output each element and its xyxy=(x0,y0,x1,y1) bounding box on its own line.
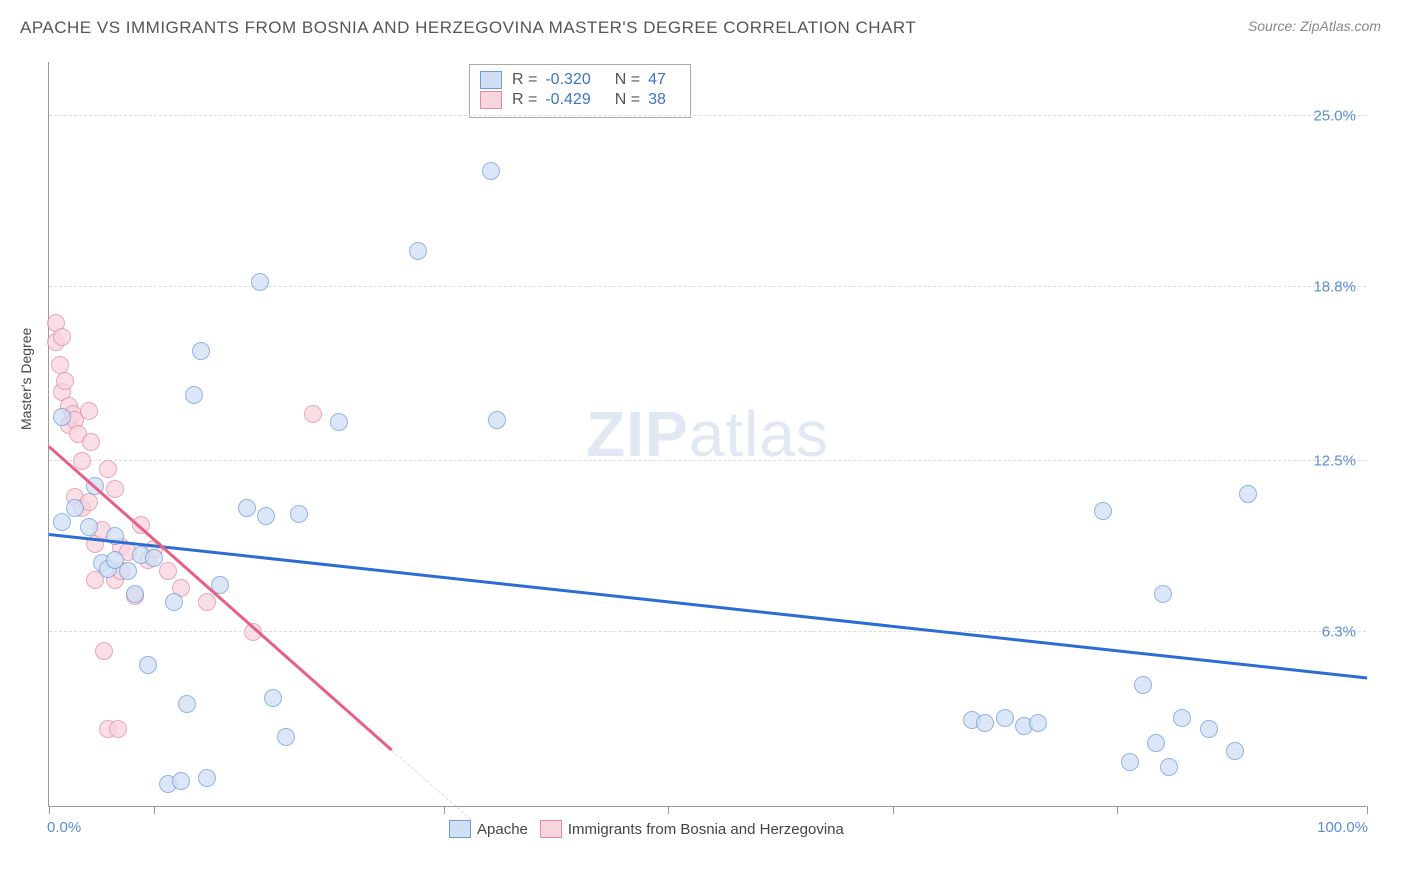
chart-container: APACHE VS IMMIGRANTS FROM BOSNIA AND HER… xyxy=(0,0,1406,892)
legend-series: Apache Immigrants from Bosnia and Herzego… xyxy=(449,820,844,838)
data-point xyxy=(53,408,71,426)
legend-stat-row: R = -0.429 N = 38 xyxy=(480,91,680,109)
data-point xyxy=(976,714,994,732)
data-point xyxy=(1147,734,1165,752)
n-value: 47 xyxy=(648,71,666,89)
x-tick-mark xyxy=(49,806,50,814)
data-point xyxy=(409,242,427,260)
trend-line xyxy=(49,533,1367,679)
data-point xyxy=(1134,676,1152,694)
data-point xyxy=(106,480,124,498)
data-point xyxy=(80,518,98,536)
r-value: -0.320 xyxy=(545,71,590,89)
data-point xyxy=(198,769,216,787)
legend-swatch xyxy=(540,820,562,838)
data-point xyxy=(139,656,157,674)
data-point xyxy=(53,513,71,531)
data-point xyxy=(165,593,183,611)
data-point xyxy=(109,720,127,738)
trend-line xyxy=(48,445,392,750)
data-point xyxy=(257,507,275,525)
data-point xyxy=(996,709,1014,727)
data-point xyxy=(264,689,282,707)
data-point xyxy=(51,356,69,374)
y-tick-label: 6.3% xyxy=(1322,624,1356,641)
x-axis-max-label: 100.0% xyxy=(1317,819,1368,836)
data-point xyxy=(1154,585,1172,603)
legend-swatch xyxy=(480,91,502,109)
trend-line xyxy=(391,750,471,820)
data-point xyxy=(1200,720,1218,738)
source-label: Source: ZipAtlas.com xyxy=(1248,18,1381,34)
legend-swatch xyxy=(449,820,471,838)
x-tick-mark xyxy=(1367,806,1368,814)
legend-stat-row: R = -0.320 N = 47 xyxy=(480,71,680,89)
data-point xyxy=(56,372,74,390)
data-point xyxy=(119,562,137,580)
x-tick-mark xyxy=(893,806,894,814)
legend-label: Apache xyxy=(477,821,528,838)
chart-title: APACHE VS IMMIGRANTS FROM BOSNIA AND HER… xyxy=(20,18,916,38)
n-label: N = xyxy=(615,91,640,109)
data-point xyxy=(1094,502,1112,520)
data-point xyxy=(290,505,308,523)
data-point xyxy=(53,328,71,346)
data-point xyxy=(238,499,256,517)
data-point xyxy=(1160,758,1178,776)
data-point xyxy=(251,273,269,291)
data-point xyxy=(277,728,295,746)
y-tick-label: 25.0% xyxy=(1313,108,1356,125)
data-point xyxy=(1121,753,1139,771)
data-point xyxy=(488,411,506,429)
y-axis-label: Master's Degree xyxy=(18,328,34,430)
legend-item: Immigrants from Bosnia and Herzegovina xyxy=(540,820,844,838)
x-tick-mark xyxy=(668,806,669,814)
data-point xyxy=(66,499,84,517)
data-point xyxy=(1029,714,1047,732)
x-axis-min-label: 0.0% xyxy=(47,819,81,836)
data-point xyxy=(192,342,210,360)
data-point xyxy=(198,593,216,611)
gridline xyxy=(49,286,1366,287)
legend-swatch xyxy=(480,71,502,89)
legend-stats: R = -0.320 N = 47 R = -0.429 N = 38 xyxy=(469,64,691,118)
data-point xyxy=(185,386,203,404)
n-value: 38 xyxy=(648,91,666,109)
data-point xyxy=(159,562,177,580)
x-tick-mark xyxy=(444,806,445,814)
data-point xyxy=(80,402,98,420)
gridline xyxy=(49,460,1366,461)
gridline xyxy=(49,115,1366,116)
data-point xyxy=(82,433,100,451)
data-point xyxy=(172,772,190,790)
data-point xyxy=(482,162,500,180)
plot-area: ZIPatlas R =-0.320N =47R =-0.429N =38 Ap… xyxy=(48,62,1366,807)
x-tick-mark xyxy=(154,806,155,814)
legend-item: Apache xyxy=(449,820,528,838)
x-tick-mark xyxy=(1117,806,1118,814)
n-label: N = xyxy=(615,71,640,89)
data-point xyxy=(1226,742,1244,760)
r-value: -0.429 xyxy=(545,91,590,109)
data-point xyxy=(1173,709,1191,727)
data-point xyxy=(304,405,322,423)
data-point xyxy=(1239,485,1257,503)
data-point xyxy=(99,460,117,478)
data-point xyxy=(126,585,144,603)
y-tick-label: 18.8% xyxy=(1313,279,1356,296)
data-point xyxy=(95,642,113,660)
r-label: R = xyxy=(512,91,537,109)
data-point xyxy=(178,695,196,713)
y-tick-label: 12.5% xyxy=(1313,453,1356,470)
data-point xyxy=(330,413,348,431)
r-label: R = xyxy=(512,71,537,89)
data-point xyxy=(145,549,163,567)
legend-label: Immigrants from Bosnia and Herzegovina xyxy=(568,821,844,838)
